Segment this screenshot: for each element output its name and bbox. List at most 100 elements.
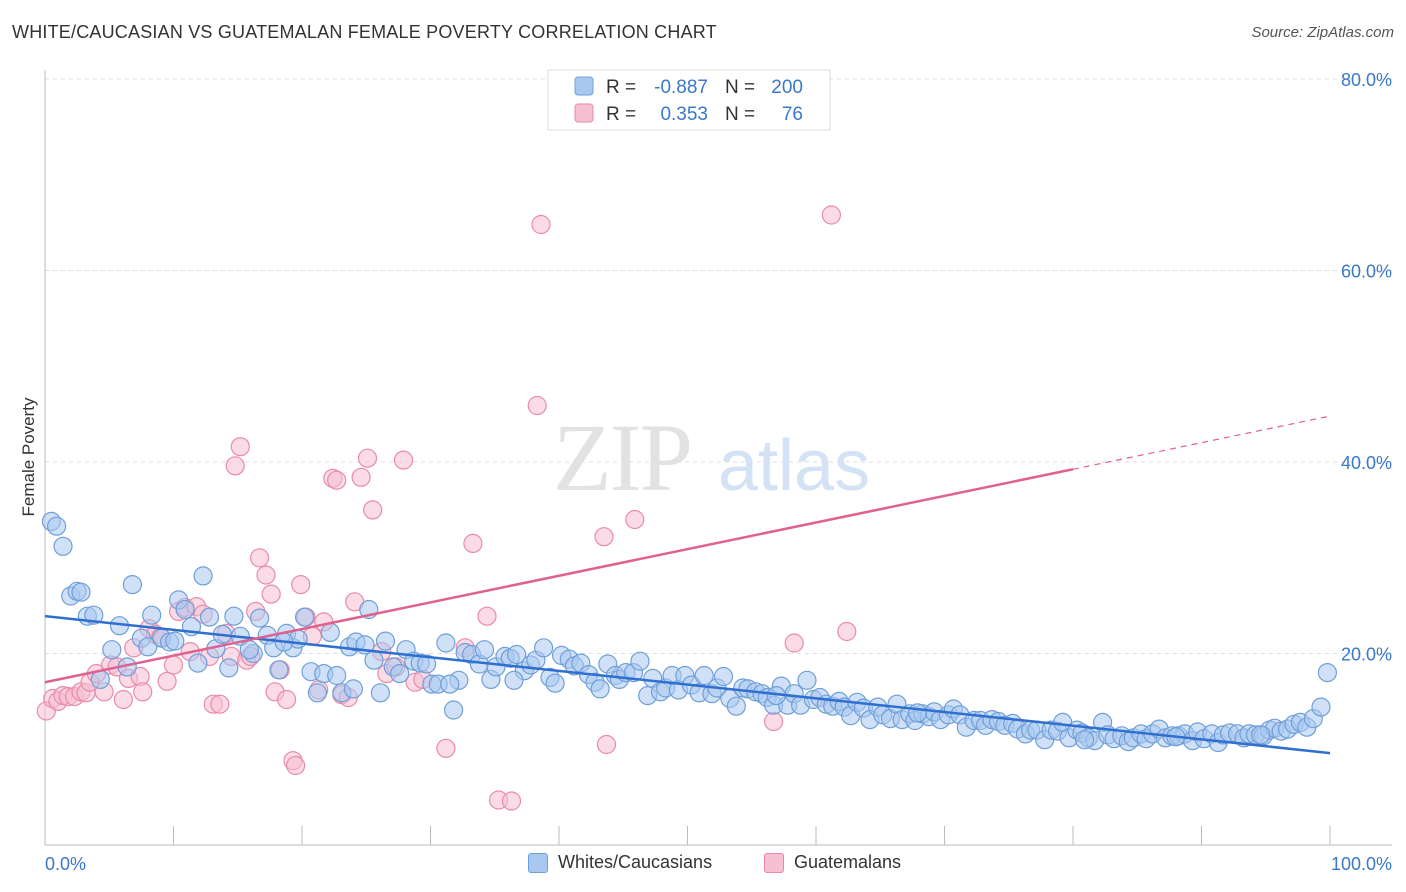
white-point [224, 606, 244, 626]
guatemalan-point [250, 548, 270, 568]
guatemalan-trend-line [44, 468, 1074, 684]
guatemalan-point [157, 671, 177, 691]
guatemalan-point [527, 395, 547, 416]
legend-n-label-1: N = [725, 104, 755, 125]
white-point [165, 631, 185, 651]
x-tick-label-min: 0.0% [45, 854, 86, 874]
guatemalan-point [531, 214, 551, 235]
y-tick-label-3: 80.0% [1341, 70, 1392, 90]
white-point [1311, 697, 1331, 717]
guatemalan-points [36, 205, 857, 811]
guatemalan-point [763, 711, 784, 732]
legend-n-label-0: N = [725, 77, 755, 98]
guatemalan-point [225, 456, 245, 476]
legend-r-label-0: R = [606, 77, 636, 98]
legend-label-whites: Whites/Caucasians [558, 852, 713, 872]
guatemalan-point [821, 205, 842, 225]
white-point [343, 679, 363, 699]
white-point [102, 640, 122, 660]
guatemalan-point [837, 621, 857, 642]
watermark-atlas: atlas [718, 426, 870, 506]
white-point [71, 582, 91, 602]
guatemalan-point [477, 606, 497, 626]
white-point [295, 607, 315, 627]
legend-top: R = -0.887 N = 200 R = 0.353 N = 76 [547, 69, 831, 131]
white-point [188, 653, 208, 673]
white-point [364, 650, 384, 670]
watermark: ZIP atlas [553, 404, 870, 511]
white-point [444, 700, 464, 720]
guatemalan-point [436, 738, 456, 758]
legend-r-value-0: -0.887 [654, 77, 708, 98]
white-point [53, 536, 73, 556]
legend-swatch-blue [574, 76, 594, 96]
white-point [269, 660, 289, 680]
white-point [1074, 730, 1095, 750]
y-tick-label-0: 20.0% [1341, 645, 1392, 665]
white-point [1250, 725, 1271, 745]
guatemalan-point [230, 437, 250, 457]
guatemalan-point [784, 633, 804, 653]
white-point [46, 516, 67, 536]
chart-source: Source: ZipAtlas.com [1251, 24, 1394, 41]
trend-lines [44, 415, 1331, 755]
white-point [122, 574, 142, 595]
guatemalan-point [277, 689, 297, 710]
legend-swatch-guatemalans [764, 852, 784, 873]
legend-n-value-0: 200 [771, 77, 803, 98]
legend-bottom: Whites/Caucasians Guatemalans [0, 852, 1406, 878]
y-axis-label: Female Poverty [19, 397, 38, 517]
white-point [713, 666, 734, 687]
legend-n-value-1: 76 [782, 104, 803, 125]
guatemalan-point [393, 450, 414, 470]
guatemalan-point [594, 527, 614, 547]
x-tick-label-max: 100.0% [1331, 854, 1392, 874]
guatemalan-point [261, 584, 281, 604]
tick-labels: 20.0% 40.0% 60.0% 80.0% 0.0% 100.0% [45, 70, 1392, 874]
guatemalan-point [163, 655, 184, 675]
white-point [797, 670, 817, 690]
watermark-zip: ZIP [553, 404, 691, 511]
white-point [199, 607, 220, 627]
white-point [545, 673, 565, 693]
guatemalan-trend-extension [1072, 415, 1331, 470]
white-point [219, 658, 239, 678]
white-point [417, 654, 437, 674]
white-point [726, 696, 746, 716]
white-point [327, 665, 347, 686]
white-point [506, 644, 527, 665]
white-point [250, 608, 270, 628]
white-point [239, 640, 259, 660]
white-point [440, 674, 460, 694]
white-point [390, 663, 410, 684]
guatemalan-point [357, 448, 378, 468]
gridlines [45, 78, 1392, 654]
guatemalan-point [210, 694, 230, 714]
guatemalan-point [327, 470, 347, 490]
white-point [694, 665, 714, 686]
white-point [436, 633, 456, 653]
guatemalan-point [113, 689, 134, 710]
legend-r-label-1: R = [606, 104, 636, 125]
legend-top-box [547, 69, 831, 131]
white-point [474, 640, 495, 660]
white-trend-line [44, 614, 1331, 755]
white-point [307, 683, 327, 703]
guatemalan-point [286, 755, 306, 776]
white-point [907, 703, 928, 723]
white-point [630, 651, 650, 671]
white-point [320, 622, 340, 643]
guatemalan-point [596, 734, 617, 755]
legend-item-whites: Whites/Caucasians [528, 852, 712, 873]
legend-r-value-1: 0.353 [660, 104, 708, 125]
guatemalan-point [501, 791, 522, 811]
guatemalan-point [256, 565, 276, 585]
white-point [193, 566, 213, 586]
legend-item-guatemalans: Guatemalans [764, 852, 901, 873]
guatemalan-point [363, 500, 383, 520]
y-tick-label-1: 40.0% [1341, 453, 1392, 473]
guatemalan-point [625, 509, 645, 530]
white-point [590, 679, 610, 699]
guatemalan-point [291, 574, 311, 595]
